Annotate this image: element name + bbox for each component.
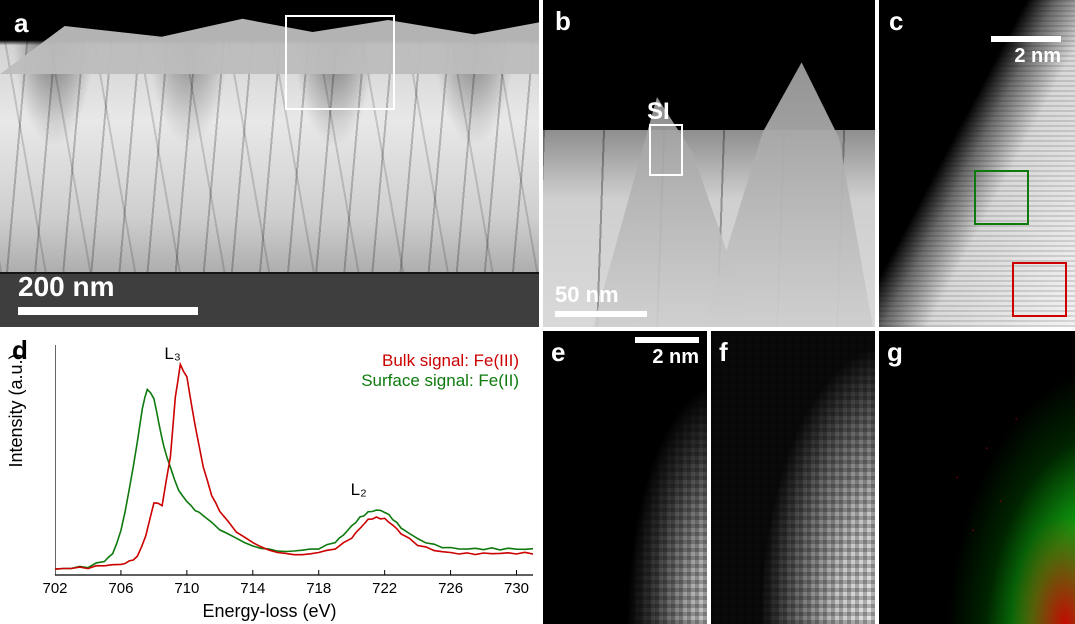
panel-e-scalebar-text: 2 nm [635, 346, 699, 369]
panel-c-label: c [889, 6, 903, 37]
xtick-label: 730 [504, 580, 529, 597]
xtick-label: 714 [240, 580, 265, 597]
panel-d-xlabel: Energy-loss (eV) [202, 601, 336, 622]
panel-a-scalebar-text: 200 nm [18, 271, 198, 303]
figure-root: a 200 nm SI b 50 nm c 2 nm d Intensity (… [0, 0, 1075, 624]
peak-label-L3: L₃ [164, 344, 180, 364]
panel-b-scalebar: 50 nm [555, 282, 647, 317]
xtick-label: 702 [42, 580, 67, 597]
panel-a: a 200 nm [0, 0, 539, 327]
xtick-lines [55, 570, 517, 575]
panel-d-chart: Bulk signal: Fe(III) Surface signal: Fe(… [55, 345, 533, 580]
panel-b-label: b [555, 6, 571, 37]
panel-e: e 2 nm [543, 331, 707, 624]
panel-b-scalebar-line [555, 311, 647, 317]
panel-g-composite [879, 331, 1075, 624]
panel-b-si-label: SI [647, 98, 670, 126]
panel-c-scalebar-line [991, 36, 1061, 42]
peak-label-L2: L₂ [351, 480, 367, 500]
panel-d: d Intensity (a.u.) Energy-loss (eV) Bulk… [0, 331, 539, 624]
panel-g-label: g [887, 337, 903, 368]
xtick-label: 706 [108, 580, 133, 597]
panel-c-scalebar: 2 nm [991, 36, 1061, 68]
legend-surface: Surface signal: Fe(II) [361, 371, 519, 391]
xtick-label: 722 [372, 580, 397, 597]
panel-c-scalebar-text: 2 nm [991, 45, 1061, 68]
panel-b-scalebar-text: 50 nm [555, 282, 647, 308]
panel-a-roi-box [285, 15, 395, 110]
series-surface-feII [55, 389, 533, 569]
panel-e-scalebar: 2 nm [635, 337, 699, 369]
panel-a-label: a [14, 8, 28, 39]
panel-c-bulk-box [1012, 262, 1067, 317]
xtick-label: 726 [438, 580, 463, 597]
panel-f-label: f [719, 337, 728, 368]
panel-a-scalebar: 200 nm [18, 271, 198, 315]
panel-d-ylabel: Intensity (a.u.) [6, 353, 27, 467]
panel-e-map [543, 331, 707, 624]
panel-c: c 2 nm [879, 0, 1075, 327]
panel-b-si-box [649, 124, 683, 176]
xtick-label: 710 [174, 580, 199, 597]
panel-a-scalebar-line [18, 307, 198, 315]
panel-e-scalebar-line [635, 337, 699, 343]
panel-f-map [711, 331, 875, 624]
panel-c-surface-box [974, 170, 1029, 225]
legend-bulk: Bulk signal: Fe(III) [361, 351, 519, 371]
panel-e-label: e [551, 337, 565, 368]
xtick-label: 718 [306, 580, 331, 597]
panel-d-legend: Bulk signal: Fe(III) Surface signal: Fe(… [361, 351, 519, 390]
panel-d-label: d [12, 335, 28, 366]
panel-g: g [879, 331, 1075, 624]
panel-d-xtick-labels: 702706710714718722726730 [55, 580, 533, 600]
series-bulk-feIII [55, 364, 533, 569]
panel-f: f [711, 331, 875, 624]
panel-b: SI b 50 nm [543, 0, 875, 327]
